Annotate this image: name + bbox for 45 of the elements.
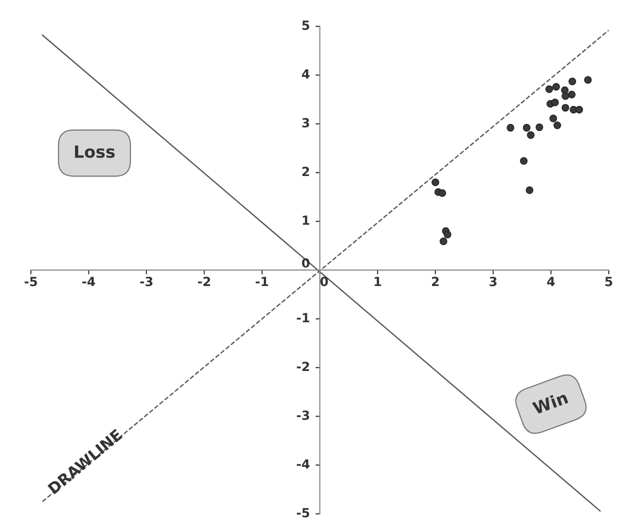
annotation: Loss <box>75 146 115 158</box>
x-tick-label: 2 <box>432 276 439 286</box>
y-tick-label: -1 <box>296 313 310 322</box>
point <box>444 230 452 238</box>
point <box>562 104 570 112</box>
point <box>549 114 558 122</box>
point <box>584 76 592 84</box>
x-tick-label: -3 <box>140 276 152 286</box>
y-tick-label: -3 <box>296 410 310 420</box>
y-tick-label: -5 <box>296 508 310 518</box>
point <box>526 186 534 194</box>
point <box>553 121 562 130</box>
point <box>545 85 554 94</box>
point <box>551 98 559 106</box>
x-tick-label: -4 <box>82 276 96 286</box>
point <box>506 124 514 132</box>
point <box>520 157 528 165</box>
point <box>536 123 544 132</box>
point <box>552 82 560 91</box>
point <box>522 124 530 132</box>
y-tick-label: -4 <box>296 459 310 469</box>
annotation: Win <box>532 390 568 414</box>
y-tick-label: 1 <box>302 216 310 225</box>
point <box>575 106 584 114</box>
x-tick-label: -2 <box>198 276 210 286</box>
x-tick-label: 3 <box>490 276 497 286</box>
y-tick-label: 2 <box>302 166 310 176</box>
y-tick-label: 5 <box>302 20 310 30</box>
point <box>440 238 448 246</box>
point <box>438 189 446 197</box>
point <box>562 92 570 100</box>
y-tick-label: 3 <box>302 118 310 128</box>
x-tick-label: 5 <box>605 276 612 286</box>
x-tick-label: 4 <box>547 276 555 286</box>
point <box>568 78 576 86</box>
y-tick-label: -2 <box>296 362 310 372</box>
x-tick-label: -1 <box>256 276 268 286</box>
y-tick-label: 0 <box>302 258 310 268</box>
x-tick-label: 0 <box>320 276 328 286</box>
y-tick-label: 4 <box>302 69 310 79</box>
point <box>526 131 535 139</box>
x-tick-label: -5 <box>24 276 37 286</box>
point <box>568 90 576 98</box>
point <box>432 178 440 186</box>
x-tick-label: 1 <box>374 276 382 286</box>
